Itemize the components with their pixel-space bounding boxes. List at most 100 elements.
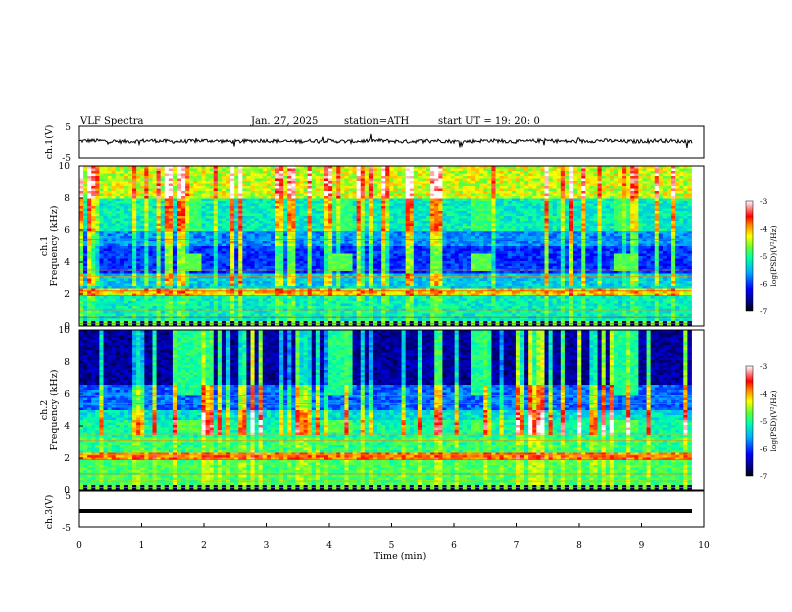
heatmap-cell xyxy=(104,211,108,214)
heatmap-cell xyxy=(104,189,108,192)
heatmap-cell xyxy=(353,311,357,314)
heatmap-cell xyxy=(157,266,161,269)
heatmap-cell xyxy=(300,264,304,267)
heatmap-cell xyxy=(389,209,393,212)
heatmap-cell xyxy=(153,196,157,199)
heatmap-cell xyxy=(353,249,357,252)
heatmap-cell xyxy=(214,314,218,317)
heatmap-cell xyxy=(332,304,336,307)
heatmap-cell xyxy=(116,194,120,197)
heatmap-cell xyxy=(169,181,173,184)
heatmap-cell xyxy=(279,241,283,244)
heatmap-cell xyxy=(83,204,87,207)
heatmap-cell xyxy=(295,296,299,299)
heatmap-cell xyxy=(393,249,397,252)
heatmap-cell xyxy=(226,306,230,309)
heatmap-cell xyxy=(389,199,393,202)
heatmap-cell xyxy=(357,171,361,174)
heatmap-cell xyxy=(263,174,267,177)
heatmap-cell xyxy=(312,196,316,199)
heatmap-cell xyxy=(291,296,295,299)
heatmap-cell xyxy=(206,296,210,299)
heatmap-cell xyxy=(132,216,136,219)
heatmap-cell xyxy=(238,171,242,174)
heatmap-cell xyxy=(324,304,328,307)
heatmap-cell xyxy=(226,176,230,179)
heatmap-cell xyxy=(328,291,332,294)
heatmap-cell xyxy=(275,301,279,304)
heatmap-cell xyxy=(267,264,271,267)
heatmap-cell xyxy=(218,186,222,189)
heatmap-cell xyxy=(287,256,291,259)
heatmap-cell xyxy=(140,304,144,307)
heatmap-cell xyxy=(291,229,295,232)
heatmap-cell xyxy=(279,224,283,227)
heatmap-cell xyxy=(120,176,124,179)
heatmap-cell xyxy=(169,209,173,212)
heatmap-cell xyxy=(83,314,87,317)
heatmap-cell xyxy=(210,256,214,259)
heatmap-cell xyxy=(173,266,177,269)
heatmap-cell xyxy=(357,271,361,274)
heatmap-cell xyxy=(357,179,361,182)
heatmap-cell xyxy=(185,171,189,174)
heatmap-cell xyxy=(112,291,116,294)
heatmap-cell xyxy=(120,191,124,194)
heatmap-cell xyxy=(312,311,316,314)
heatmap-cell xyxy=(373,201,377,204)
heatmap-cell xyxy=(259,206,263,209)
heatmap-cell xyxy=(263,261,267,264)
heatmap-cell xyxy=(275,209,279,212)
heatmap-cell xyxy=(230,179,234,182)
heatmap-cell xyxy=(316,319,320,322)
heatmap-cell xyxy=(185,219,189,222)
heatmap-cell xyxy=(177,229,181,232)
heatmap-cell xyxy=(153,251,157,254)
heatmap-cell xyxy=(304,229,308,232)
heatmap-cell xyxy=(177,264,181,267)
heatmap-cell xyxy=(206,184,210,187)
heatmap-cell xyxy=(255,226,259,229)
heatmap-cell xyxy=(340,266,344,269)
heatmap-cell xyxy=(344,314,348,317)
heatmap-cell xyxy=(263,256,267,259)
heatmap-cell xyxy=(332,211,336,214)
heatmap-cell xyxy=(153,181,157,184)
heatmap-cell xyxy=(259,249,263,252)
heatmap-cell xyxy=(226,266,230,269)
heatmap-cell xyxy=(169,211,173,214)
heatmap-cell xyxy=(140,191,144,194)
heatmap-cell xyxy=(91,281,95,284)
heatmap-cell xyxy=(369,266,373,269)
heatmap-cell xyxy=(353,246,357,249)
heatmap-cell xyxy=(385,251,389,254)
heatmap-cell xyxy=(128,229,132,232)
heatmap-cell xyxy=(283,281,287,284)
heatmap-cell xyxy=(181,299,185,302)
heatmap-cell xyxy=(108,314,112,317)
heatmap-cell xyxy=(234,199,238,202)
heatmap-cell xyxy=(136,201,140,204)
heatmap-cell xyxy=(234,319,238,322)
heatmap-cell xyxy=(181,216,185,219)
heatmap-cell xyxy=(365,256,369,259)
heatmap-cell xyxy=(83,266,87,269)
heatmap-cell xyxy=(185,224,189,227)
heatmap-cell xyxy=(189,314,193,317)
heatmap-cell xyxy=(165,194,169,197)
heatmap-cell xyxy=(344,284,348,287)
heatmap-cell xyxy=(120,234,124,237)
heatmap-cell xyxy=(197,274,201,277)
heatmap-cell xyxy=(291,281,295,284)
heatmap-cell xyxy=(234,291,238,294)
heatmap-cell xyxy=(161,319,165,322)
heatmap-cell xyxy=(181,284,185,287)
heatmap-cell xyxy=(361,254,365,257)
heatmap-cell xyxy=(320,171,324,174)
heatmap-cell xyxy=(234,249,238,252)
heatmap-cell xyxy=(340,261,344,264)
heatmap-cell xyxy=(99,191,103,194)
heatmap-cell xyxy=(291,221,295,224)
heatmap-cell xyxy=(332,299,336,302)
heatmap-cell xyxy=(124,184,128,187)
